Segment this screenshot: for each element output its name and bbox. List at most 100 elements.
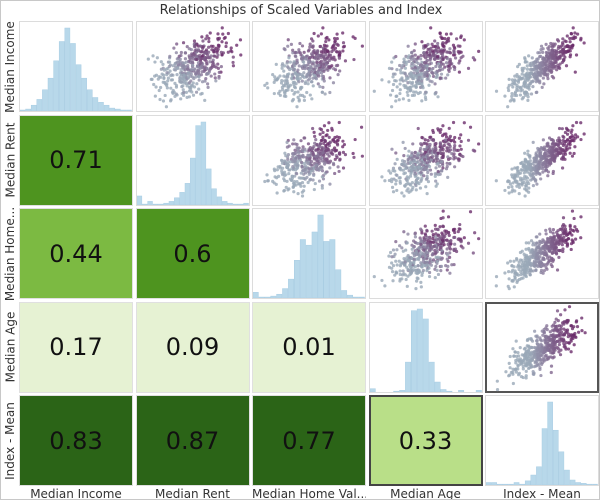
scatter-point bbox=[513, 349, 517, 353]
scatter-point bbox=[534, 75, 538, 79]
scatter-point bbox=[405, 93, 409, 97]
scatter-point bbox=[573, 144, 577, 148]
scatter-point bbox=[494, 274, 499, 279]
scatter-point bbox=[517, 191, 521, 195]
scatter-point bbox=[300, 193, 305, 198]
scatter-point bbox=[394, 94, 398, 98]
scatter-point bbox=[419, 84, 423, 89]
scatter-point bbox=[184, 90, 188, 94]
correlation-cell[interactable]: 0.44 bbox=[19, 208, 133, 299]
correlation-cell[interactable]: 0.83 bbox=[19, 395, 133, 486]
scatter-point bbox=[293, 64, 297, 68]
scatter-point bbox=[199, 35, 203, 39]
scatter-point bbox=[433, 276, 437, 280]
scatter-cell[interactable] bbox=[368, 208, 483, 299]
scatter-point bbox=[402, 262, 407, 267]
histogram-cell[interactable] bbox=[485, 395, 599, 486]
histogram-bar bbox=[210, 188, 217, 205]
scatter-point bbox=[325, 61, 330, 65]
scatter-point bbox=[307, 68, 311, 72]
scatter-point bbox=[403, 72, 407, 76]
scatter-point bbox=[522, 356, 527, 360]
scatter-point bbox=[454, 37, 458, 41]
scatter-point bbox=[452, 164, 456, 168]
scatter-point bbox=[152, 60, 157, 64]
scatter-point bbox=[530, 56, 534, 60]
scatter-point bbox=[506, 179, 510, 183]
scatter-cell[interactable] bbox=[485, 21, 599, 112]
scatter-point bbox=[153, 85, 158, 89]
histogram-cell[interactable] bbox=[135, 114, 250, 206]
scatter-point bbox=[263, 83, 267, 87]
scatter-point bbox=[337, 135, 342, 139]
scatter-cell[interactable] bbox=[368, 114, 483, 206]
scatter-point bbox=[280, 66, 284, 70]
scatter-point bbox=[315, 142, 319, 147]
scatter-point bbox=[548, 230, 553, 234]
scatter-point bbox=[160, 72, 164, 76]
correlation-cell[interactable]: 0.09 bbox=[135, 301, 250, 393]
scatter-point bbox=[171, 64, 175, 68]
scatter-cell[interactable] bbox=[485, 114, 599, 206]
scatter-cell[interactable] bbox=[252, 114, 366, 206]
correlation-cell[interactable]: 0.6 bbox=[135, 208, 250, 299]
scatter-point bbox=[565, 132, 570, 136]
scatter-point bbox=[390, 168, 395, 172]
scatter-point bbox=[312, 73, 316, 77]
scatter-point bbox=[334, 148, 339, 152]
scatter-point bbox=[445, 57, 449, 61]
scatter-point bbox=[573, 31, 577, 35]
scatter-cell[interactable] bbox=[485, 301, 599, 393]
scatter-point bbox=[319, 67, 323, 72]
scatter-cell[interactable] bbox=[135, 21, 250, 112]
correlation-cell[interactable]: 0.01 bbox=[252, 301, 366, 393]
scatter-point bbox=[518, 356, 523, 361]
scatter-point bbox=[181, 73, 186, 77]
correlation-cell[interactable]: 0.33 bbox=[368, 395, 483, 486]
scatter-point bbox=[520, 249, 524, 253]
scatter-point bbox=[416, 151, 420, 155]
scatter-point bbox=[520, 72, 524, 76]
scatter-point bbox=[476, 237, 480, 241]
scatter-point bbox=[229, 46, 233, 50]
scatter-point bbox=[459, 34, 463, 38]
scatter-point bbox=[338, 157, 342, 161]
scatter-point bbox=[311, 177, 315, 182]
correlation-cell[interactable]: 0.87 bbox=[135, 395, 250, 486]
scatter-point bbox=[397, 82, 402, 86]
correlation-cell[interactable]: 0.17 bbox=[19, 301, 133, 393]
scatter-point bbox=[511, 180, 515, 185]
correlation-cell[interactable]: 0.77 bbox=[252, 395, 366, 486]
histogram-bar bbox=[530, 474, 537, 485]
histogram-cell[interactable] bbox=[252, 208, 366, 299]
scatter-point bbox=[336, 72, 340, 77]
scatter-point bbox=[445, 161, 449, 165]
scatter-point bbox=[372, 89, 376, 93]
scatter-cell[interactable] bbox=[485, 208, 599, 299]
x-axis-label: Index - Mean bbox=[503, 487, 581, 500]
scatter-point bbox=[532, 264, 536, 268]
correlation-cell[interactable]: 0.71 bbox=[19, 114, 133, 206]
scatter-point bbox=[418, 53, 423, 58]
scatter-point bbox=[439, 159, 443, 163]
scatter-point bbox=[308, 156, 312, 161]
histogram-cell[interactable] bbox=[368, 301, 483, 393]
scatter-point bbox=[392, 72, 397, 76]
scatter-point bbox=[390, 269, 394, 274]
histogram-bar bbox=[496, 483, 503, 485]
scatter-point bbox=[404, 188, 409, 192]
scatter-point bbox=[192, 85, 196, 89]
scatter-cell[interactable] bbox=[368, 21, 483, 112]
scatter-point bbox=[513, 276, 517, 280]
scatter-point bbox=[565, 244, 569, 248]
histogram-cell[interactable] bbox=[19, 21, 133, 112]
scatter-point bbox=[445, 175, 449, 179]
scatter-point bbox=[538, 255, 542, 259]
scatter-cell[interactable] bbox=[252, 21, 366, 112]
scatter-point bbox=[192, 49, 197, 53]
scatter-point bbox=[567, 341, 571, 345]
scatter-point bbox=[323, 92, 327, 96]
scatter-point bbox=[549, 148, 553, 152]
scatter-point bbox=[431, 258, 435, 262]
scatter-point bbox=[443, 131, 447, 136]
